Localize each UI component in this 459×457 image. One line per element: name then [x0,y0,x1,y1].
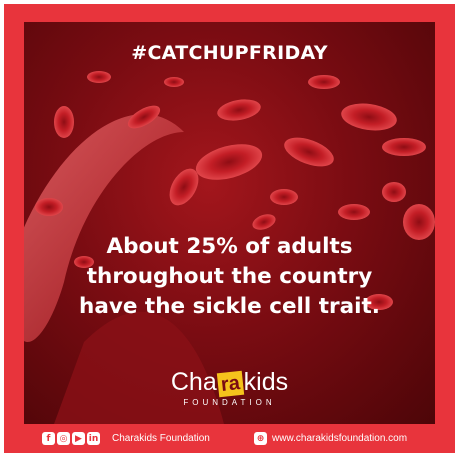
youtube-icon[interactable]: ▶ [72,432,85,445]
footer-bar: f ◎ ▶ in Charakids Foundation ⊕ www.char… [4,431,455,449]
post-card: #CATCHUPFRIDAY About 25% of adults throu… [4,4,455,453]
linkedin-icon[interactable]: in [87,432,100,445]
headline-line: have the sickle cell trait. [79,294,380,319]
hashtag-title: #CATCHUPFRIDAY [131,42,328,64]
blood-cells-image-panel: #CATCHUPFRIDAY About 25% of adults throu… [24,22,435,424]
facebook-icon[interactable]: f [42,432,55,445]
website-link[interactable]: www.charakidsfoundation.com [272,433,408,444]
instagram-icon[interactable]: ◎ [57,432,70,445]
headline-text: About 25% of adults throughout the count… [24,232,435,322]
logo-highlight: ra [216,370,244,398]
social-icons: f ◎ ▶ in [42,432,100,445]
globe-icon: ⊕ [254,432,267,445]
social-handle: Charakids Foundation [112,433,210,444]
headline-line: About 25% of adults [106,234,353,259]
logo-wordmark: Cha ra kids [170,368,289,398]
charakids-logo: Cha ra kids FOUNDATION [24,367,435,407]
red-blood-cells-illustration [24,71,435,424]
logo-tagline: FOUNDATION [183,398,276,407]
headline-line: throughout the country [86,264,373,289]
